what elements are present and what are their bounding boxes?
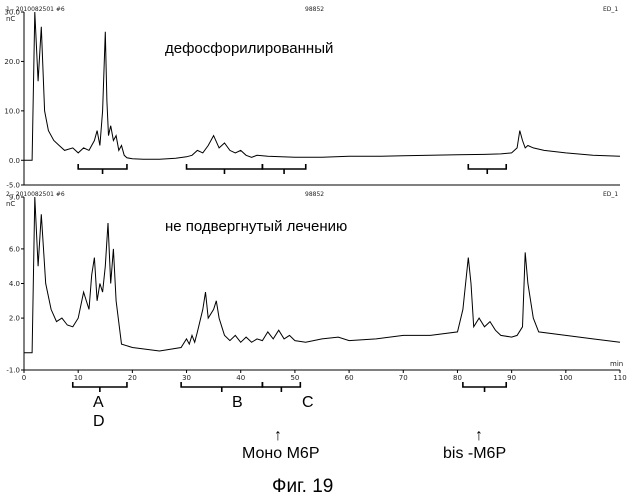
x-tick-label: 90: [507, 374, 516, 382]
y-tick-label: 2.0: [9, 315, 20, 323]
x-ticks-bottom: 0 10 20 30 40 50 60 70 80 90 100 110: [22, 370, 627, 382]
header-right: ED_1: [603, 6, 618, 13]
x-tick-label: 50: [290, 374, 299, 382]
y-tick-label: 20.0: [4, 58, 20, 66]
x-tick-label: 20: [128, 374, 137, 382]
fraction-bracket: [73, 382, 127, 392]
x-tick-label: 30: [182, 374, 191, 382]
y-tick-label: -1.0: [6, 367, 20, 375]
y-tick-label: 6.0: [9, 245, 20, 253]
label-bis-m6p: bis -M6P: [443, 445, 506, 462]
arrow-bis: ↑: [475, 427, 483, 444]
label-mono-m6p: Моно M6P: [242, 445, 319, 462]
label-fraction-b: B: [232, 394, 243, 411]
x-tick-label: 0: [22, 374, 26, 382]
fraction-bracket: [468, 164, 506, 174]
x-tick-label: 40: [236, 374, 245, 382]
header-mid: 98852: [305, 6, 324, 13]
brackets-bottom: [73, 382, 506, 392]
figure-caption: Фиг. 19: [272, 476, 333, 497]
header-mid-bottom: 98852: [305, 191, 324, 198]
x-unit-label: min: [610, 360, 623, 368]
annotation-dephosphorylated: дефосфорилированный: [165, 40, 333, 57]
label-fraction-d: D: [93, 413, 105, 430]
header-right-bottom: ED_1: [603, 191, 618, 198]
x-tick-label: 100: [559, 374, 572, 382]
label-fraction-c: C: [302, 394, 314, 411]
annotation-untreated: не подвергнутый лечению: [165, 218, 347, 235]
trace-dephosphorylated: [24, 12, 620, 160]
fraction-bracket: [78, 164, 127, 174]
x-tick-label: 60: [345, 374, 354, 382]
y-tick-label: 9.0: [9, 194, 20, 202]
y-tick-label: 30.0: [4, 9, 20, 17]
x-tick-label: 70: [399, 374, 408, 382]
y-tick-label: -5.0: [6, 182, 20, 190]
arrow-mono: ↑: [274, 427, 282, 444]
y-ticks-bottom: 9.0 6.0 4.0 2.0 -1.0: [6, 194, 24, 375]
y-tick-label: 10.0: [4, 107, 20, 115]
y-tick-label: 4.0: [9, 280, 20, 288]
y-ticks-top: 30.0 20.0 10.0 0.0 -5.0: [4, 9, 24, 190]
fraction-bracket: [262, 164, 305, 174]
x-tick-label: 10: [74, 374, 83, 382]
x-tick-label: 110: [613, 374, 626, 382]
panel-dephosphorylated: 1 - 2010082501 #6 98852 ED_1 nC 30.020.0…: [4, 6, 620, 190]
panel-untreated: 2 - 2010082501 #6 98852 ED_1 nC 9.06.04.…: [6, 191, 627, 392]
brackets-top: [78, 164, 506, 174]
fraction-bracket: [463, 382, 506, 392]
y-tick-label: 0.0: [9, 157, 20, 165]
label-fraction-a: A: [93, 394, 104, 411]
fraction-bracket: [262, 382, 300, 392]
x-tick-label: 80: [453, 374, 462, 382]
fraction-bracket: [187, 164, 263, 174]
fraction-bracket: [181, 382, 262, 392]
